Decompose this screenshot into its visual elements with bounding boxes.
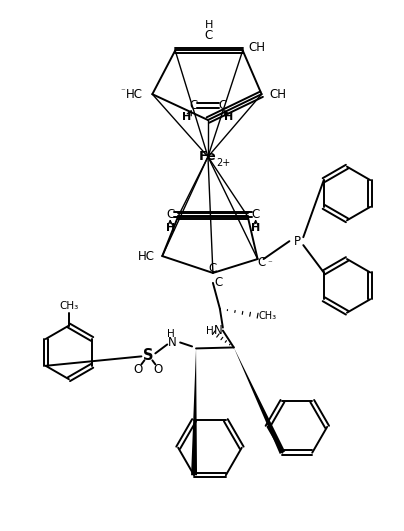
Text: C: C: [189, 99, 197, 112]
Text: CH₃: CH₃: [259, 311, 277, 321]
Text: C: C: [215, 276, 223, 289]
Text: CH₃: CH₃: [59, 301, 78, 311]
Text: H: H: [166, 223, 175, 233]
Text: ⁻: ⁻: [267, 260, 272, 269]
Text: CH: CH: [248, 41, 265, 54]
Text: HC: HC: [126, 88, 143, 101]
Text: HC: HC: [138, 250, 155, 262]
Text: ⁻: ⁻: [120, 88, 125, 97]
Text: H: H: [251, 223, 260, 233]
Text: P: P: [294, 235, 301, 247]
Text: N: N: [168, 336, 177, 349]
Text: CH: CH: [269, 88, 286, 101]
Text: 2+: 2+: [217, 158, 231, 168]
Text: H: H: [183, 112, 192, 122]
Text: O: O: [154, 363, 163, 376]
Text: C: C: [205, 29, 213, 42]
Text: H: H: [167, 329, 175, 339]
Text: N: N: [214, 324, 222, 337]
Text: O: O: [134, 363, 143, 376]
Text: C: C: [252, 208, 260, 221]
Text: H: H: [206, 326, 214, 336]
Text: Fe: Fe: [199, 150, 217, 163]
Text: H: H: [224, 112, 234, 122]
Polygon shape: [234, 347, 285, 454]
Text: C: C: [257, 255, 266, 269]
Text: C: C: [166, 208, 175, 221]
Text: C: C: [219, 99, 227, 112]
Text: S: S: [143, 348, 154, 363]
Text: H: H: [205, 20, 213, 30]
Polygon shape: [191, 348, 197, 475]
Text: C: C: [209, 262, 217, 275]
